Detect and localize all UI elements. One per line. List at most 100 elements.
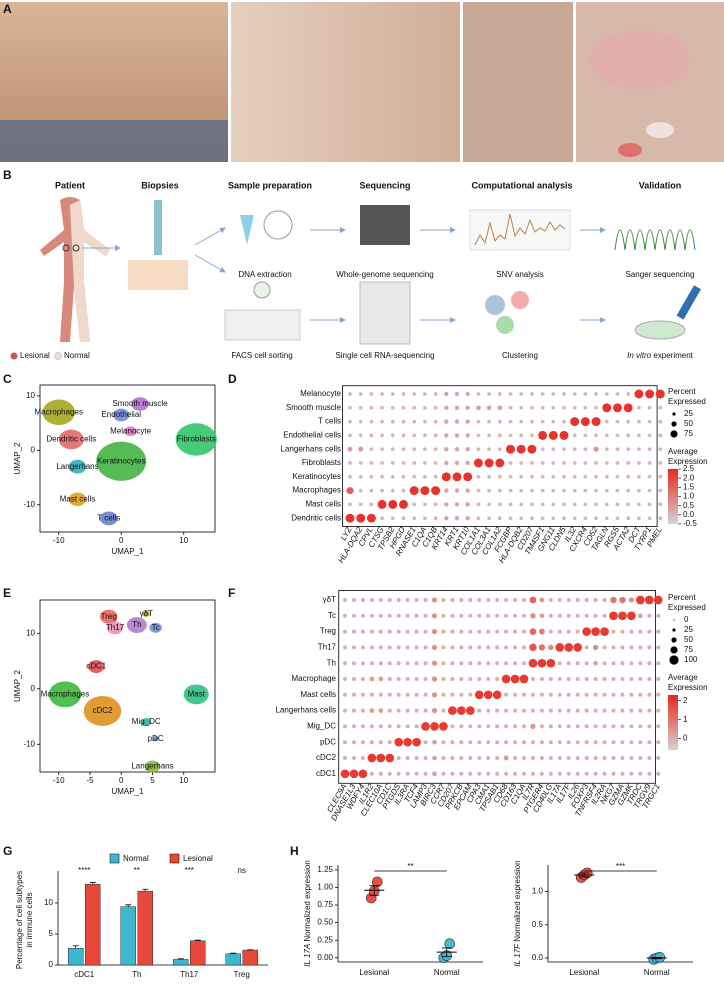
dot [495,645,500,650]
dot [450,661,455,666]
dot [615,433,620,438]
dot [465,419,470,424]
size-key [671,637,677,643]
dot [351,613,356,618]
dot [459,661,464,666]
size-key-label: 50 [684,419,693,428]
dot [540,516,545,521]
dot [513,692,518,697]
size-key-label: 100 [684,655,698,664]
dot [611,740,616,745]
dot [358,433,363,438]
dot [351,645,356,650]
dot [629,740,634,745]
dot [638,676,643,682]
dot [459,645,464,650]
dot [504,629,509,634]
dot [401,433,406,438]
dot [504,708,509,713]
dot [594,502,598,507]
dot [626,419,631,424]
dot [627,611,636,621]
dot [444,446,449,452]
y-tick-label: -10 [23,500,35,509]
dot [414,645,419,650]
colorbar-label: 0 [683,734,688,743]
dot [468,645,473,650]
dot [540,405,545,410]
dot [369,692,374,697]
step-header: Sample preparation [228,180,312,190]
dot [575,597,580,603]
dot [637,405,641,410]
dot [629,661,634,666]
dot [497,474,502,479]
dot [486,755,491,761]
dot [562,516,566,521]
dot [348,419,352,424]
dot [495,755,500,761]
dot [497,502,502,507]
dot [618,611,627,621]
step-label: Whole-genome sequencing [336,270,433,279]
dot [465,405,470,411]
dot [656,613,661,618]
dot [390,474,395,479]
step-label: SNV analysis [496,270,544,279]
x-tick-label: Treg [234,970,250,979]
label-rest: Normalized expression [303,860,312,944]
dot [369,447,374,452]
dot [538,644,546,651]
dot [566,661,571,666]
dot [431,708,438,714]
dot [555,643,565,652]
dot [519,433,524,438]
dot [450,597,455,603]
dot [557,676,562,682]
dot [521,661,527,666]
dot [457,706,466,715]
dot [358,419,363,424]
dot [508,392,513,396]
dot [369,461,374,465]
cluster [100,511,118,526]
row-label: Macrophage [292,674,337,683]
dot [486,645,491,650]
dot [360,740,365,745]
dot [584,597,589,603]
dot [432,755,437,761]
dot [604,488,609,493]
dot [575,692,580,697]
dot [593,660,598,666]
dot [658,419,663,424]
dot [477,740,482,745]
row-label: Fibroblasts [302,458,341,467]
dot [530,613,536,619]
dot [369,629,374,634]
dot [380,392,384,396]
dot [623,403,633,413]
dot [559,430,569,440]
bar [225,953,241,966]
dot [412,433,417,438]
dot [477,613,482,618]
y-tick-label: 10 [44,898,53,907]
dot [439,722,448,731]
dot [444,405,449,411]
dot [647,488,652,493]
cluster-label: γδT [140,609,153,618]
dot [551,474,556,479]
workflow-graphics [10,197,701,360]
dot [540,461,545,465]
dot [645,389,655,399]
dot [487,433,491,438]
dot [432,739,437,745]
dot [423,516,427,521]
dot [401,419,406,424]
row-label: Tc [328,611,336,620]
dot [647,771,652,776]
step-label: DNA extraction [238,270,291,279]
dot [584,613,589,618]
dot [423,629,428,634]
dot [497,447,502,452]
